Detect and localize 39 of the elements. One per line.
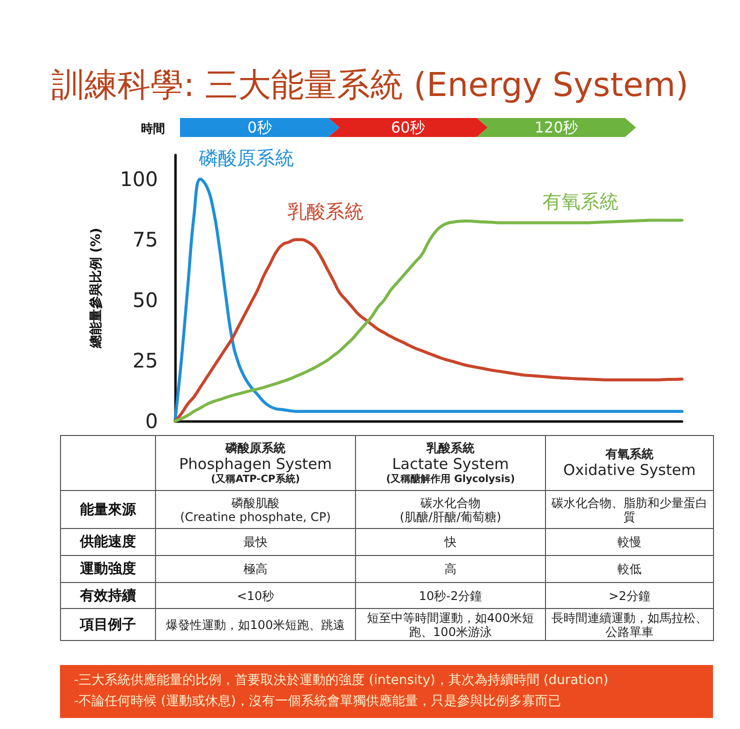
category-label: 能量來源 bbox=[80, 502, 136, 518]
category-label: 有氧系統 Oxidative System bbox=[562, 447, 697, 479]
y-tick-label: 50 bbox=[132, 288, 158, 312]
x-axis-title: 時間 bbox=[141, 122, 165, 136]
series-label: 磷酸原系統 bbox=[198, 148, 294, 170]
series-label: 有氧系統 bbox=[542, 191, 619, 214]
category-label: 乳酸系統 Lactate System (又稱醣解作用 Glycolysis) bbox=[385, 440, 516, 486]
text: -三大系統供應能量的比例，首要取決於運動的強度 (intensity)，其次為持續時間 (duration) bbox=[74, 672, 610, 690]
y-tick-label: 100 bbox=[120, 167, 158, 192]
text: 長時間連續運動，如馬拉松、公路單車 bbox=[552, 610, 708, 638]
category-label: 運動強度 bbox=[80, 561, 136, 577]
text: 較低 bbox=[618, 562, 642, 576]
text: 碳水化合物、脂肪和少量蛋白質 bbox=[552, 496, 708, 524]
y-tick-label: 25 bbox=[132, 348, 158, 373]
text: 120秒 bbox=[534, 118, 578, 136]
text: 碳水化合物 (肌醣/肝醣/葡萄糖) bbox=[400, 496, 502, 524]
y-tick-label: 0 bbox=[145, 409, 158, 433]
chart-title: 訓練科學: 三大能量系統 (Energy System) bbox=[52, 65, 688, 104]
text: 磷酸肌酸 (Creatine phosphate, CP) bbox=[180, 496, 331, 524]
text: <10秒 bbox=[236, 588, 274, 602]
text: 爆發性運動，如100米短跑、跳遠 bbox=[166, 618, 345, 632]
category-label: 磷酸原系統 Phosphagen System (又稱ATP-CP系統) bbox=[178, 440, 333, 486]
text: 較慢 bbox=[618, 535, 642, 549]
text: 0秒 bbox=[247, 118, 272, 136]
y-tick-label: 75 bbox=[132, 228, 158, 252]
text: 高 bbox=[444, 562, 456, 576]
category-label: 項目例子 bbox=[80, 616, 136, 632]
series-label: 乳酸系統 bbox=[287, 201, 364, 224]
text: 60秒 bbox=[390, 118, 426, 136]
text: 最快 bbox=[244, 535, 268, 549]
text: 短至中等時間運動，如400米短跑、100米游泳 bbox=[367, 610, 534, 638]
text: -不論任何時候 (運動或休息)，沒有一個系統會單獨供應能量，只是參與比例多寡而已 bbox=[74, 693, 562, 711]
text: >2分鐘 bbox=[608, 588, 650, 602]
text: 10秒-2分鐘 bbox=[418, 588, 482, 602]
y-axis-title: 總能量參與比例 (%) bbox=[88, 228, 104, 350]
category-label: 供能速度 bbox=[80, 534, 136, 550]
category-label: 有效持續 bbox=[80, 588, 136, 604]
text: 快 bbox=[444, 535, 456, 549]
text: 極高 bbox=[244, 562, 268, 576]
